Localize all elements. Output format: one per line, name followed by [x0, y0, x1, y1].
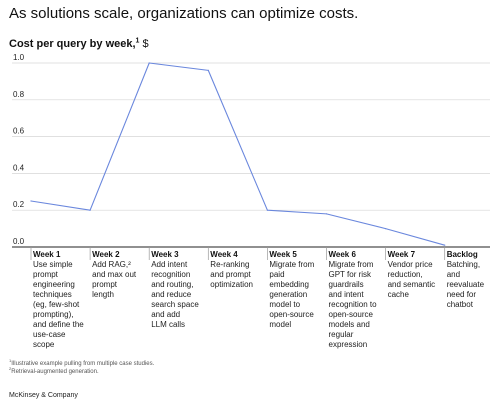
week-heading: Week 2 — [92, 250, 120, 259]
week-heading: Week 1 — [33, 250, 61, 259]
week-description-line: engineering — [33, 280, 75, 289]
y-tick-label: 0.8 — [13, 90, 25, 99]
week-description-line: recognition to — [329, 300, 378, 309]
cost-data-point — [325, 213, 328, 215]
y-tick-label: 0.0 — [13, 237, 25, 246]
chart-title-footnote-marker: 1 — [135, 37, 140, 45]
week-description-line: embedding — [269, 280, 309, 289]
footnote-2: 2Retrieval-augmented generation. — [9, 366, 154, 376]
week-description-line: cache — [388, 290, 410, 299]
week-description-line: guardrails — [329, 280, 364, 289]
week-description-line: Migrate from — [269, 260, 314, 269]
week-description-line: Add intent — [151, 260, 188, 269]
cost-data-point — [385, 228, 387, 230]
y-tick-label: 0.6 — [13, 127, 25, 136]
brand-footer: McKinsey & Company — [9, 392, 78, 399]
week-description-line: LLM calls — [151, 320, 185, 329]
footnote-1-text: Illustrative example pulling from multip… — [11, 361, 155, 367]
week-description-line: and routing, — [151, 280, 193, 289]
week-description-line: recognition — [151, 270, 190, 279]
week-description-line: chatbot — [447, 300, 474, 309]
footnote-2-marker: 2 — [9, 366, 12, 371]
footnote-1: 1Illustrative example pulling from multi… — [9, 358, 155, 368]
cost-data-point — [266, 209, 268, 211]
week-description-line: expression — [329, 340, 368, 349]
week-description-line: scope — [33, 340, 55, 349]
cost-data-point — [89, 209, 91, 211]
footnotes: 1Illustrative example pulling from multi… — [9, 358, 155, 376]
week-heading: Week 7 — [388, 250, 416, 259]
cost-series-line — [30, 62, 445, 246]
week-description-line: prompt — [33, 270, 59, 279]
week-description-line: reevaluate — [447, 280, 485, 289]
week-description-line: Add RAG,² — [92, 260, 131, 269]
cost-data-point — [30, 200, 32, 202]
week-heading: Week 5 — [269, 250, 297, 259]
week-description-line: reduction, — [388, 270, 423, 279]
week-description-line: (eg, few-shot — [33, 300, 80, 309]
footnote-2-text: Retrieval-augmented generation. — [11, 369, 99, 375]
week-description-line: generation — [269, 290, 307, 299]
week-description-line: regular — [329, 330, 354, 339]
week-heading: Backlog — [447, 250, 478, 259]
week-description-line: and max out — [92, 270, 137, 279]
week-description-line: and prompt — [210, 270, 251, 279]
week-description-line: length — [92, 290, 114, 299]
week-description-line: and — [447, 270, 460, 279]
week-description-line: and define the — [33, 320, 84, 329]
week-description-line: and semantic — [388, 280, 436, 289]
week-heading: Week 4 — [210, 250, 238, 259]
week-description-line: search space — [151, 300, 199, 309]
week-heading: Week 3 — [151, 250, 179, 259]
cost-data-point — [148, 62, 150, 64]
y-tick-label: 0.2 — [13, 200, 25, 209]
cost-data-point — [444, 244, 446, 246]
week-description-line: model — [269, 320, 291, 329]
week-description-line: models and — [329, 320, 370, 329]
chart-title: Cost per query by week,1 $ — [9, 37, 149, 51]
week-description-line: GPT for risk — [329, 270, 373, 279]
week-description-line: prompting), — [33, 310, 73, 319]
chart-unit: $ — [142, 38, 149, 50]
week-description-line: Use simple — [33, 260, 73, 269]
week-description-line: need for — [447, 290, 477, 299]
week-description-line: Migrate from — [329, 260, 374, 269]
week-description-line: model to — [269, 300, 300, 309]
y-tick-label: 0.4 — [13, 163, 25, 172]
week-description-line: optimization — [210, 280, 253, 289]
week-description-line: use-case — [33, 330, 66, 339]
week-description-line: Vendor price — [388, 260, 433, 269]
footnote-1-marker: 1 — [9, 358, 12, 363]
week-description-line: Batching, — [447, 260, 480, 269]
week-description-line: techniques — [33, 290, 72, 299]
week-description-line: open-source — [269, 310, 314, 319]
chart-title-text: Cost per query by week, — [9, 38, 136, 50]
week-description-line: prompt — [92, 280, 118, 289]
week-description-line: Re-ranking — [210, 260, 249, 269]
week-description-line: open-source — [329, 310, 374, 319]
cost-data-point — [207, 69, 209, 71]
headline: As solutions scale, organizations can op… — [9, 5, 359, 22]
week-description-line: paid — [269, 270, 284, 279]
y-tick-label: 1.0 — [13, 53, 25, 62]
week-description-line: and reduce — [151, 290, 192, 299]
week-description-line: and intent — [329, 290, 365, 299]
week-description-line: and add — [151, 310, 180, 319]
week-heading: Week 6 — [329, 250, 357, 259]
